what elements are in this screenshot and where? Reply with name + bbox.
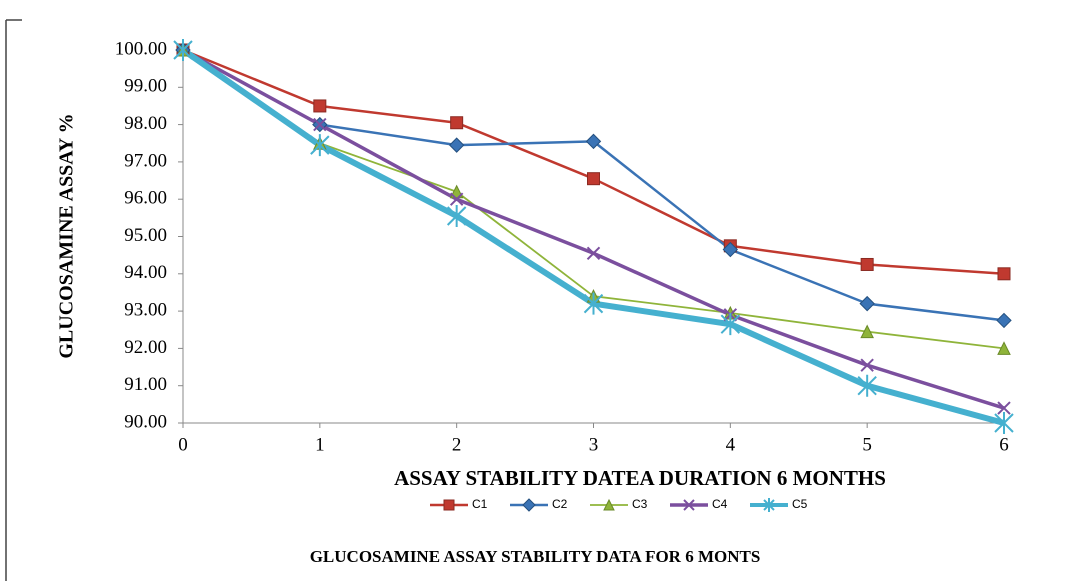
marker [313,99,327,113]
marker [857,374,877,397]
marker [997,401,1011,415]
marker [860,358,874,372]
series-line [182,48,1005,276]
y-tick-label: 91.00 [124,374,167,395]
legend-label: C1 [472,497,488,511]
marker [449,192,464,206]
marker [722,241,739,258]
marker [997,267,1011,281]
legend-label: C5 [792,497,808,511]
legend-marker [683,499,695,511]
series-line [181,47,1005,426]
y-tick-label: 90.00 [124,411,167,432]
y-tick-label: 93.00 [124,299,167,320]
marker [997,341,1011,355]
x-tick-label: 4 [726,434,736,455]
marker [313,117,327,132]
y-axis-title: GLUCOSAMINE ASSAY % [56,113,78,358]
y-tick-label: 95.00 [124,225,167,246]
x-tick-label: 6 [999,434,1009,455]
x-tick-label: 5 [862,434,872,455]
legend-label: C4 [712,497,728,511]
legend-marker [603,498,615,511]
marker [448,137,465,153]
y-tick-label: 98.00 [124,113,167,134]
marker [310,134,330,157]
legend-marker [763,498,775,512]
y-tick-label: 94.00 [124,262,167,283]
marker [860,257,874,271]
marker [587,172,600,186]
marker [859,295,875,312]
marker [173,39,193,61]
y-tick-label: 99.00 [124,76,167,97]
legend-marker [522,498,536,512]
series-line [182,48,1005,322]
x-axis-title: ASSAY STABILITY DATEA DURATION 6 MONTHS [394,466,886,490]
marker [585,133,602,150]
x-tick-label: 1 [315,434,325,455]
marker [449,184,464,199]
marker [994,412,1014,434]
marker [583,292,604,315]
legend-label: C2 [552,497,568,511]
y-tick-label: 100.00 [115,38,167,59]
marker [586,246,601,260]
caption: GLUCOSAMINE ASSAY STABILITY DATA FOR 6 M… [310,547,761,566]
marker [450,116,464,130]
x-tick-label: 0 [178,434,188,455]
marker [446,204,467,227]
x-tick-label: 2 [452,434,462,455]
y-tick-label: 97.00 [124,150,167,171]
legend: C1 C2 C3 C4 C5 [430,497,808,512]
marker [860,324,874,339]
legend-label: C3 [632,497,648,511]
x-tick-label: 3 [589,434,599,455]
y-tick-label: 92.00 [124,337,167,358]
marker [720,313,741,336]
y-tick-label: 96.00 [124,188,167,209]
legend-marker [443,499,455,511]
marker [996,312,1012,329]
series-line [182,48,1005,410]
